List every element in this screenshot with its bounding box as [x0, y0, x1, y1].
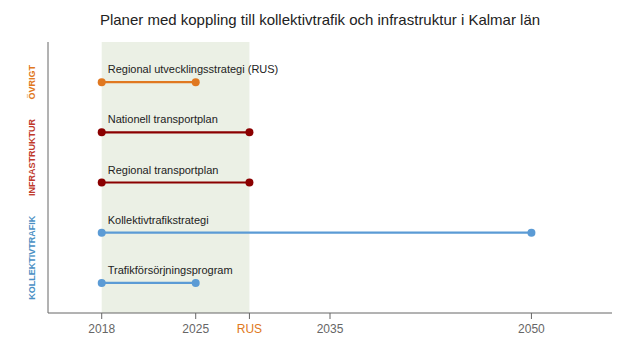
svg-text:2025: 2025: [182, 322, 209, 336]
svg-text:2050: 2050: [518, 322, 545, 336]
html-text:Planer med koppling till kolle: Planer med koppling till kollektivtrafik…: [99, 11, 541, 28]
svg-text:KOLLEKTIVTRAFIK: KOLLEKTIVTRAFIK: [27, 215, 37, 299]
svg-text:Trafikförsörjningsprogram: Trafikförsörjningsprogram: [108, 264, 233, 276]
svg-text:Regional utvecklingsstrategi (: Regional utvecklingsstrategi (RUS): [108, 63, 279, 75]
svg-text:2018: 2018: [88, 322, 115, 336]
svg-text:INFRASTRUKTUR: INFRASTRUKTUR: [27, 118, 37, 195]
svg-text:ÖVRIGT: ÖVRIGT: [27, 64, 37, 99]
svg-text:2035: 2035: [317, 322, 344, 336]
svg-text:Regional transportplan: Regional transportplan: [108, 164, 219, 176]
svg-text:RUS: RUS: [237, 322, 262, 336]
svg-text:Kollektivtrafikstrategi: Kollektivtrafikstrategi: [108, 214, 209, 226]
svg-text:Nationell transportplan: Nationell transportplan: [108, 113, 218, 125]
